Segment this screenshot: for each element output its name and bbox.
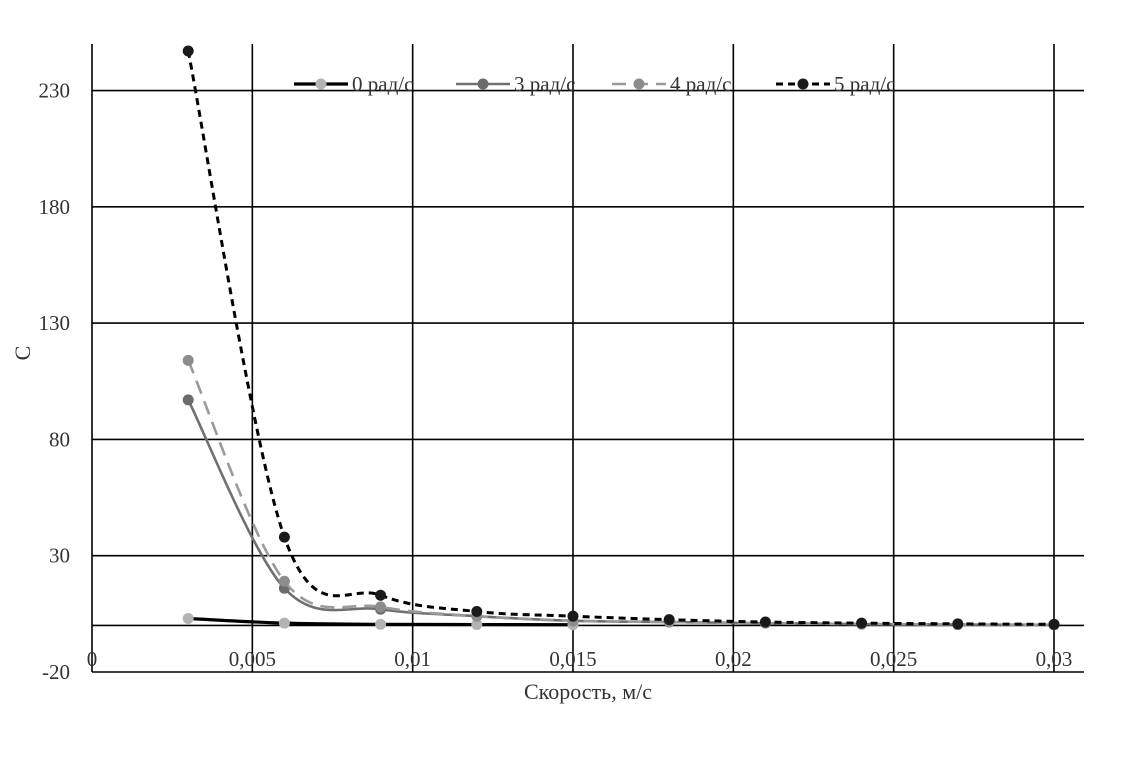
series-3 <box>182 45 1060 630</box>
y-axis-title: С <box>10 346 35 361</box>
legend-swatch-marker <box>315 78 327 90</box>
legend-swatch-marker <box>633 78 645 90</box>
data-point <box>278 575 290 587</box>
x-axis-title: Скорость, м/с <box>524 679 652 704</box>
legend-label: 0 рад/с <box>352 72 413 96</box>
legend-item: 0 рад/с <box>294 72 413 96</box>
x-tick-label: 0,015 <box>549 647 596 671</box>
data-point <box>375 589 387 601</box>
x-tick-label: 0,03 <box>1036 647 1073 671</box>
legend-label: 4 рад/с <box>670 72 731 96</box>
series-layer <box>182 45 1060 631</box>
y-tick-label: 180 <box>39 195 71 219</box>
legend-swatch-marker <box>477 78 489 90</box>
legend-item: 5 рад/с <box>776 72 895 96</box>
data-point <box>182 394 194 406</box>
x-tick-label: 0,025 <box>870 647 917 671</box>
series-line <box>187 359 1055 627</box>
data-point <box>182 613 194 625</box>
data-point <box>663 614 675 626</box>
data-point <box>182 45 194 57</box>
series-0 <box>182 613 579 631</box>
series-line <box>187 399 1055 627</box>
legend-item: 4 рад/с <box>612 72 731 96</box>
legend-item: 3 рад/с <box>456 72 575 96</box>
data-point <box>471 619 483 631</box>
legend-label: 3 рад/с <box>514 72 575 96</box>
data-point <box>1048 618 1060 630</box>
data-point <box>375 618 387 630</box>
data-point <box>567 610 579 622</box>
data-point <box>856 617 868 629</box>
y-tick-label: 130 <box>39 311 71 335</box>
legend-swatch-marker <box>797 78 809 90</box>
x-tick-label: 0,005 <box>229 647 276 671</box>
y-tick-label: -20 <box>42 660 70 684</box>
data-point <box>278 531 290 543</box>
x-tick-label: 0 <box>87 647 98 671</box>
x-tick-label: 0,01 <box>394 647 431 671</box>
y-tick-label: 80 <box>49 427 70 451</box>
series-line <box>186 50 1055 626</box>
legend-label: 5 рад/с <box>834 72 895 96</box>
y-tick-label: 230 <box>39 79 71 103</box>
data-point <box>759 616 771 628</box>
data-point <box>471 606 483 618</box>
data-point <box>952 618 964 630</box>
data-point <box>278 617 290 629</box>
x-tick-label: 0,02 <box>715 647 752 671</box>
legend: 0 рад/с 3 рад/с 4 рад/с 5 рад/с <box>294 72 895 96</box>
series-1 <box>182 394 1060 631</box>
data-point <box>375 601 387 613</box>
data-point <box>182 354 194 366</box>
tick-labels: -20 30 80 130 180 230 0 0,005 0,01 0,015 0,02 0,025… <box>39 79 1073 684</box>
y-tick-label: 30 <box>49 544 70 568</box>
grid <box>91 44 1084 673</box>
